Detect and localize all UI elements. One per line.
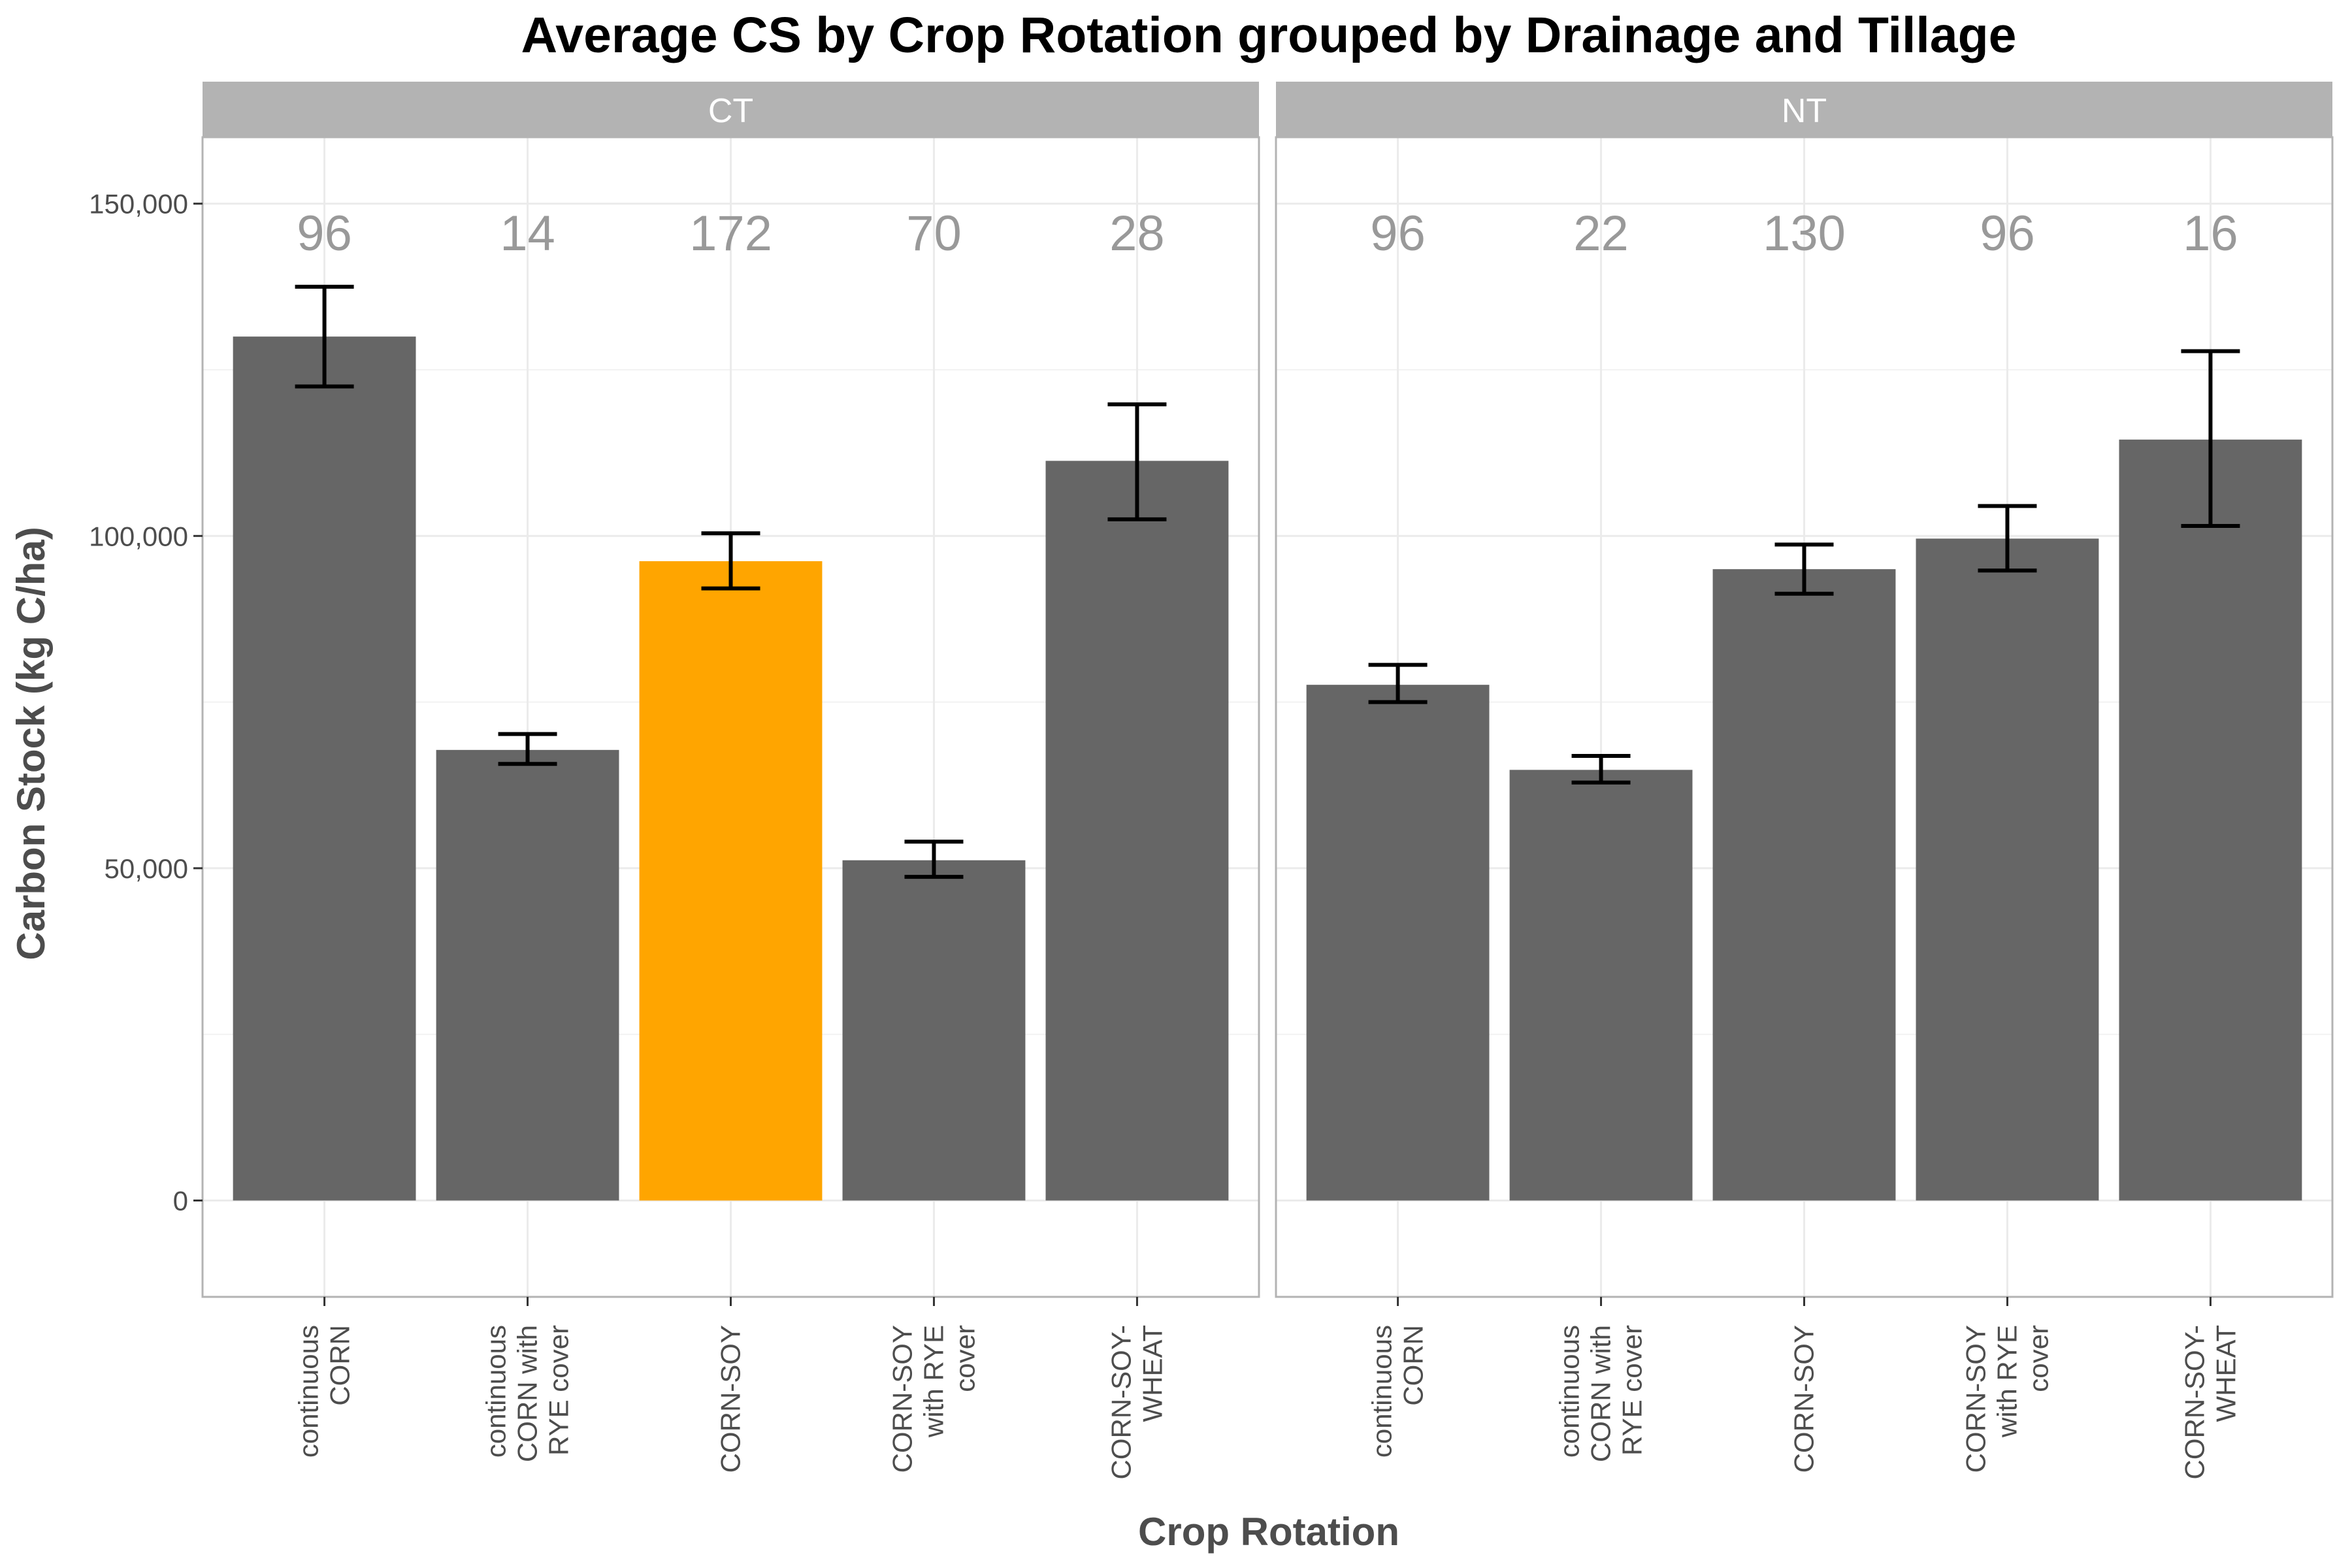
y-axis-title: Carbon Stock (kg C/ha)	[9, 527, 53, 960]
count-label: 130	[1763, 206, 1846, 261]
x-tick-label-line: continuous	[1367, 1325, 1397, 1458]
errorbar-ct-1	[498, 732, 557, 766]
errorbar-ct-4	[1107, 402, 1167, 521]
bar-nt-3	[1916, 538, 2099, 1201]
bar-nt-2	[1712, 569, 1896, 1201]
x-tick-label-line: CORN-SOY	[1789, 1325, 1820, 1473]
x-tick-label: CORN-SOY-WHEAT	[2179, 1325, 2241, 1479]
count-label: 96	[1370, 206, 1426, 261]
x-tick-label: CORN-SOYwith RYEcover	[1960, 1325, 2053, 1473]
x-tick-label-line: WHEAT	[1137, 1325, 1168, 1422]
x-tick-label-line: CORN-SOY-	[2179, 1325, 2210, 1479]
count-label: 14	[500, 206, 555, 261]
y-tick-label: 0	[173, 1186, 188, 1217]
count-label: 70	[906, 206, 962, 261]
count-label: 96	[1980, 206, 2035, 261]
x-tick-label-line: CORN with	[512, 1325, 543, 1462]
x-axis-title: Crop Rotation	[1138, 1510, 1399, 1554]
x-tick-label: continuousCORN withRYE cover	[1554, 1325, 1648, 1462]
y-tick-label: 100,000	[89, 521, 188, 551]
facet-strip	[1276, 82, 2332, 137]
bar-nt-0	[1306, 685, 1490, 1201]
x-tick-label-line: CORN	[325, 1325, 355, 1406]
x-tick-label-line: continuous	[1554, 1325, 1585, 1458]
x-tick-label: CORN-SOY-WHEAT	[1105, 1325, 1168, 1479]
bar-ct-1	[436, 749, 619, 1201]
bar-ct-0	[233, 336, 416, 1201]
errorbar-nt-3	[1978, 504, 2037, 573]
x-tick-label-line: CORN-SOY	[715, 1325, 746, 1473]
x-tick-label-line: CORN-SOY	[1960, 1325, 1991, 1473]
x-tick-label-line: continuous	[293, 1325, 324, 1458]
count-label: 22	[1573, 206, 1629, 261]
bar-ct-4	[1045, 461, 1229, 1201]
x-tick-label: continuousCORN	[293, 1325, 355, 1458]
x-tick-label: CORN-SOY	[715, 1325, 746, 1473]
x-tick-label-line: WHEAT	[2210, 1325, 2241, 1422]
count-label: 172	[689, 206, 772, 261]
bar-ct-3	[842, 860, 1026, 1201]
errorbar-ct-3	[904, 840, 964, 879]
y-axis: 0 50,000 100,000 150,000	[89, 189, 203, 1217]
y-tick-label: 150,000	[89, 189, 188, 220]
errorbar-ct-2	[701, 531, 760, 591]
x-tick-label-line: cover	[2023, 1325, 2053, 1392]
x-tick-label: continuousCORN	[1367, 1325, 1429, 1458]
errorbar-nt-4	[2181, 349, 2240, 529]
facet-strip-label: NT	[1782, 92, 1827, 130]
x-tick-label-line: with RYE	[918, 1325, 949, 1438]
chart-title: Average CS by Crop Rotation grouped by D…	[521, 7, 2017, 63]
errorbar-nt-1	[1571, 754, 1631, 785]
bar-ct-2	[639, 561, 823, 1201]
bar-nt-4	[2119, 439, 2302, 1201]
y-tick-label: 50,000	[105, 853, 188, 884]
errorbar-nt-2	[1774, 542, 1834, 596]
x-tick-label-line: cover	[949, 1325, 980, 1392]
x-tick-label: CORN-SOY	[1789, 1325, 1820, 1473]
count-label: 96	[297, 206, 352, 261]
x-tick-label-line: continuous	[481, 1325, 512, 1458]
x-tick-label-line: CORN-SOY-	[1105, 1325, 1136, 1479]
x-tick-label: continuousCORN withRYE cover	[481, 1325, 574, 1462]
x-tick-label-line: RYE cover	[1617, 1325, 1648, 1456]
x-tick-label: CORN-SOYwith RYEcover	[887, 1325, 980, 1473]
x-tick-label-line: with RYE	[1991, 1325, 2022, 1438]
facet-strip	[203, 82, 1259, 137]
errorbar-nt-0	[1368, 662, 1428, 704]
facet-strip-label: CT	[708, 92, 753, 130]
count-label: 16	[2183, 206, 2238, 261]
count-label: 28	[1109, 206, 1165, 261]
x-tick-label-line: CORN with	[1586, 1325, 1616, 1462]
x-tick-label-line: CORN	[1398, 1325, 1429, 1406]
x-tick-label-line: RYE cover	[544, 1325, 574, 1456]
errorbar-ct-0	[295, 284, 354, 389]
x-tick-label-line: CORN-SOY	[887, 1325, 917, 1473]
bar-nt-1	[1509, 770, 1693, 1201]
